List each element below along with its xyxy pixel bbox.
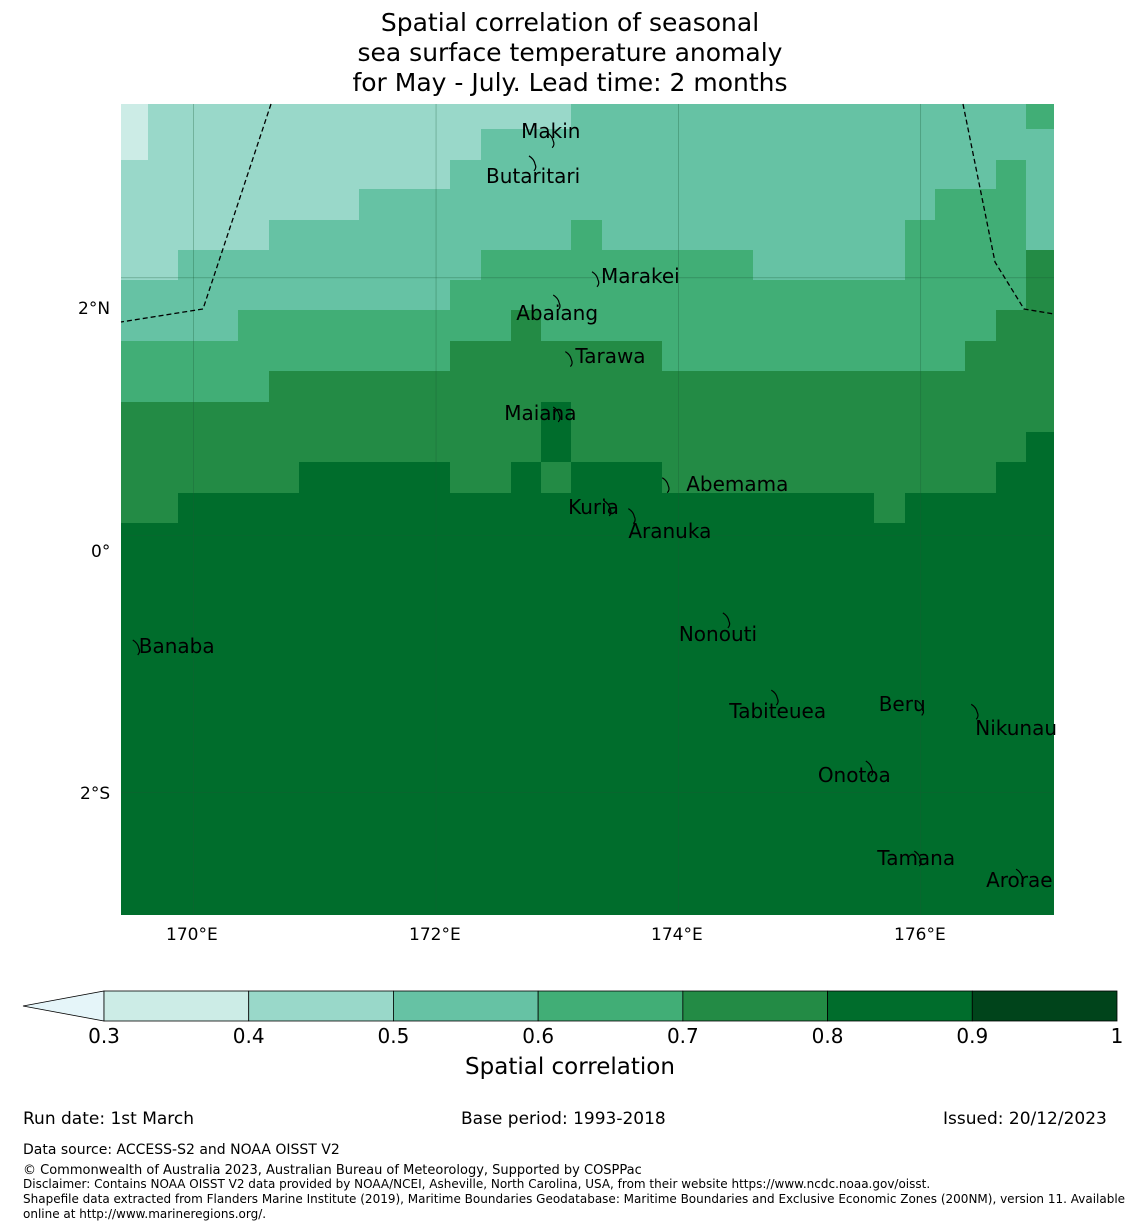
base-period: Base period: 1993-2018	[461, 1109, 666, 1129]
colorbar-boxes	[22, 990, 1118, 1022]
y-tick-2s: 2°S	[80, 784, 111, 804]
eez-boundaries	[120, 103, 1055, 323]
island-label-maiana: Maiana	[504, 400, 577, 425]
island-outline-aranuka	[628, 508, 636, 525]
shapefile-note-1: Shapefile data extracted from Flanders M…	[23, 1192, 1126, 1206]
colorbar-tick-7: 1	[1110, 1024, 1124, 1048]
colorbar-box-1	[248, 990, 394, 1022]
colorbar-title: Spatial correlation	[465, 1054, 675, 1080]
colorbar-box-5	[827, 990, 973, 1022]
island-label-aranuka: Aranuka	[628, 518, 712, 543]
island-outline-makin	[546, 132, 555, 149]
x-tick-174e: 174°E	[651, 925, 703, 945]
island-label-marakei: Marakei	[600, 263, 680, 288]
colorbar-extension-low	[22, 990, 105, 1022]
x-tick-176e: 176°E	[894, 925, 946, 945]
island-outline-abemama	[661, 477, 670, 494]
colorbar-tick-4: 0.7	[666, 1024, 699, 1048]
title-line-2: sea surface temperature anomaly	[357, 38, 783, 67]
island-outline-onotoa	[865, 760, 874, 777]
colorbar-box-6	[971, 990, 1118, 1022]
colorbar-box-3	[537, 990, 684, 1022]
island-label-onotoa: Onotoa	[817, 762, 891, 787]
x-tick-170e: 170°E	[166, 925, 218, 945]
colorbar-box-0	[103, 990, 250, 1022]
island-label-arorae: Arorae	[986, 868, 1053, 893]
title-line-3: for May - July. Lead time: 2 months	[352, 68, 788, 97]
correlation-field	[121, 104, 1054, 915]
colorbar-tick-3: 0.6	[522, 1024, 555, 1048]
island-label-makin: Makin	[521, 118, 581, 143]
island-outline-nonouti	[722, 612, 731, 629]
copyright: © Commonwealth of Australia 2023, Austra…	[23, 1163, 642, 1178]
island-outline-butaritari	[528, 155, 537, 172]
island-outline-tabiteuea	[770, 689, 779, 706]
colorbar-tick-1: 0.4	[232, 1024, 265, 1048]
title-line-1: Spatial correlation of seasonal	[380, 8, 760, 37]
island-outline-marakei	[591, 271, 600, 288]
island-outline-abaiang	[552, 294, 561, 311]
colorbar-box-4	[682, 990, 828, 1022]
x-tick-172e: 172°E	[409, 925, 461, 945]
island-outline-banaba	[132, 639, 141, 656]
y-tick-0: 0°	[91, 542, 111, 562]
island-label-tarawa: Tarawa	[575, 343, 646, 368]
gridlines	[121, 104, 1054, 915]
island-label-abaiang: Abaiang	[516, 300, 599, 325]
island-label-banaba: Banaba	[138, 633, 215, 658]
eez-boundary-east	[962, 103, 1055, 315]
island-label-nikunau: Nikunau	[975, 716, 1058, 741]
island-label-tabiteuea: Tabiteuea	[729, 699, 827, 724]
correlation-map	[120, 103, 1055, 915]
colorbar-tick-5: 0.8	[811, 1024, 844, 1048]
island-label-kuria: Kuria	[568, 494, 619, 519]
field-patch-abaiang	[511, 310, 541, 341]
y-tick-2n: 2°N	[78, 299, 111, 319]
island-label-nonouti: Nonouti	[678, 621, 758, 646]
island-outline-tarawa	[565, 351, 573, 368]
issued-date: Issued: 20/12/2023	[943, 1109, 1107, 1129]
island-outline-maiana	[552, 406, 561, 423]
island-outline-kuria	[603, 500, 612, 517]
data-source: Data source: ACCESS-S2 and NOAA OISST V2	[23, 1142, 340, 1158]
field-band-0-3	[121, 104, 148, 160]
run-date: Run date: 1st March	[23, 1109, 195, 1129]
colorbar-box-2	[393, 990, 539, 1022]
colorbar-tick-6: 0.9	[956, 1024, 989, 1048]
island-outline-beru	[916, 699, 925, 716]
island-label-tamana: Tamana	[877, 846, 956, 871]
island-markers	[132, 132, 1024, 885]
island-outline-arorae	[1015, 868, 1024, 885]
island-outline-nikunau	[970, 703, 979, 720]
colorbar	[22, 990, 1118, 1022]
island-label-abemama: Abemama	[686, 471, 789, 496]
colorbar-tick-2: 0.5	[377, 1024, 410, 1048]
shapefile-note-2: online at http://www.marineregions.org/.	[23, 1207, 267, 1221]
field-patch-maiana	[541, 402, 571, 462]
island-label-butaritari: Butaritari	[485, 163, 581, 188]
disclaimer: Disclaimer: Contains NOAA OISST V2 data …	[23, 1177, 931, 1191]
colorbar-tick-0: 0.3	[88, 1024, 120, 1048]
field-band-0-4	[121, 104, 571, 280]
chart-title: Spatial correlation of seasonal sea surf…	[0, 8, 1140, 98]
island-outline-tamana	[913, 850, 922, 867]
island-label-beru: Beru	[878, 692, 926, 717]
